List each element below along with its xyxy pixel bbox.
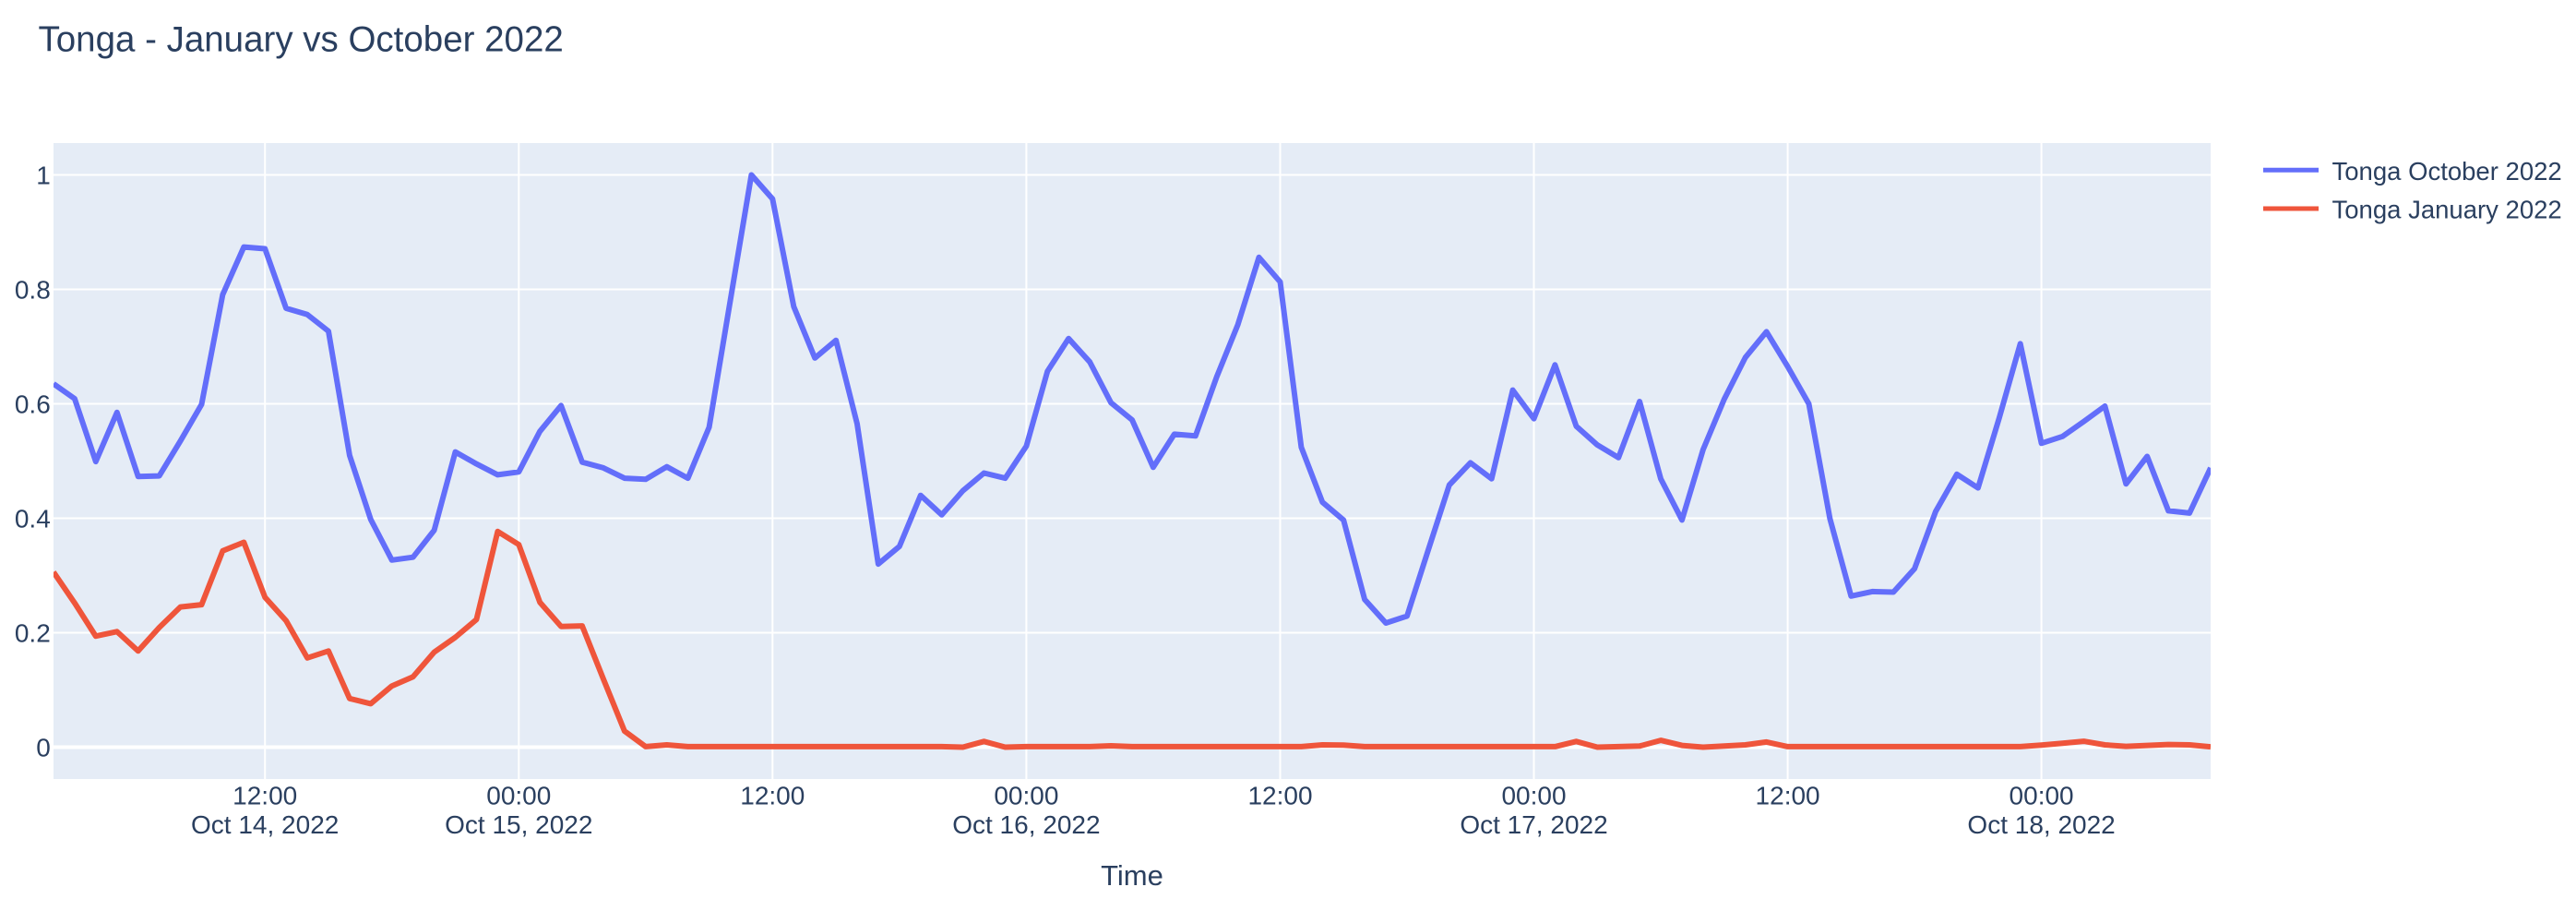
svg-text:Tonga January 2022: Tonga January 2022 <box>2332 196 2562 224</box>
svg-text:1: 1 <box>36 162 51 190</box>
svg-text:0.6: 0.6 <box>15 390 51 419</box>
svg-text:Oct 15, 2022: Oct 15, 2022 <box>445 810 592 839</box>
svg-text:12:00: 12:00 <box>740 782 805 810</box>
svg-text:12:00: 12:00 <box>1247 782 1312 810</box>
svg-text:00:00: 00:00 <box>1501 782 1566 810</box>
svg-text:0.4: 0.4 <box>15 505 51 533</box>
svg-text:00:00: 00:00 <box>486 782 551 810</box>
svg-text:00:00: 00:00 <box>2010 782 2074 810</box>
svg-text:Oct 18, 2022: Oct 18, 2022 <box>1967 810 2115 839</box>
svg-text:Tonga - January vs October 202: Tonga - January vs October 2022 <box>39 20 564 60</box>
svg-text:12:00: 12:00 <box>233 782 297 810</box>
svg-text:0: 0 <box>36 734 51 762</box>
svg-text:Oct 17, 2022: Oct 17, 2022 <box>1460 810 1607 839</box>
svg-text:Time: Time <box>1101 859 1163 892</box>
svg-text:0.2: 0.2 <box>15 619 51 648</box>
svg-text:00:00: 00:00 <box>994 782 1058 810</box>
svg-text:0.8: 0.8 <box>15 276 51 305</box>
svg-text:12:00: 12:00 <box>1756 782 1820 810</box>
svg-text:Tonga October 2022: Tonga October 2022 <box>2332 157 2562 186</box>
svg-text:Oct 14, 2022: Oct 14, 2022 <box>191 810 339 839</box>
svg-text:Oct 16, 2022: Oct 16, 2022 <box>952 810 1100 839</box>
